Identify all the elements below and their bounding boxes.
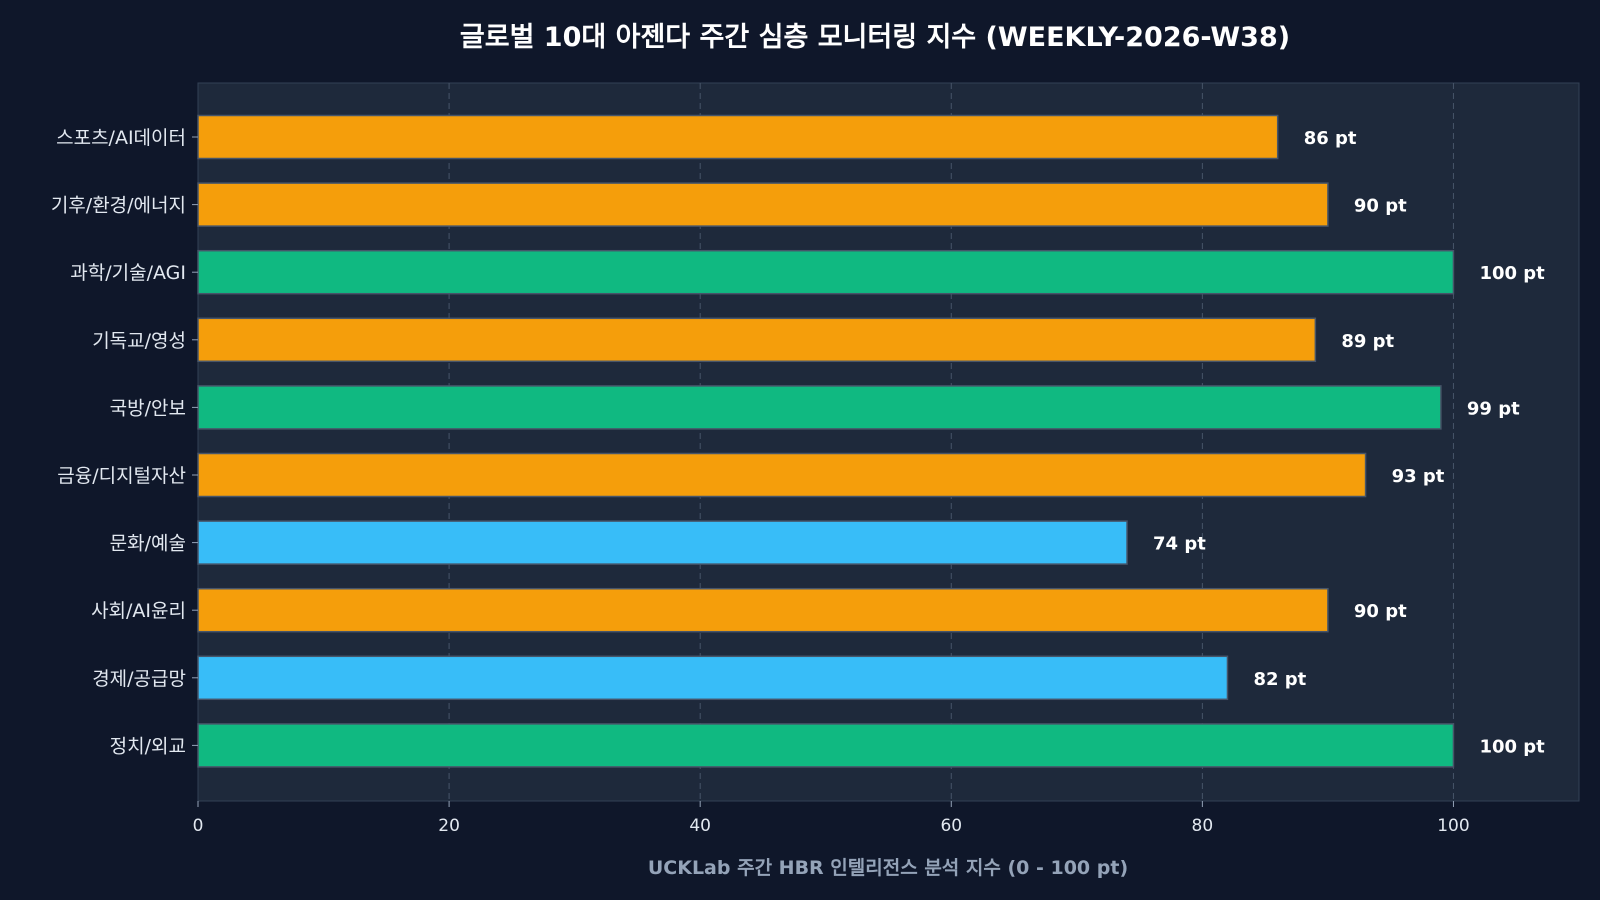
category-label: 국방/안보 — [110, 397, 186, 419]
bar — [197, 587, 1329, 633]
bar — [197, 385, 1442, 430]
category-label: 경제/공급망 — [92, 668, 186, 690]
x-tick-label: 20 — [438, 816, 460, 836]
bar — [197, 452, 1367, 498]
value-label: 90 pt — [1354, 601, 1407, 622]
bar — [197, 655, 1229, 701]
x-tick-label: 60 — [940, 816, 962, 836]
bar — [197, 317, 1317, 363]
value-labels: 86 pt 90 pt 100 pt 89 pt 99 pt 93 pt 74 pt 90 p… — [1153, 128, 1545, 757]
bar — [197, 182, 1329, 227]
x-tick-label: 80 — [1192, 816, 1214, 836]
value-label: 100 pt — [1479, 736, 1545, 757]
value-label: 89 pt — [1341, 331, 1394, 352]
value-label: 99 pt — [1467, 398, 1520, 419]
category-label: 과학/기술/AGI — [70, 262, 186, 284]
bar — [197, 723, 1455, 768]
bar — [197, 114, 1279, 160]
category-label: 정치/외교 — [110, 735, 186, 757]
x-tick-label: 40 — [689, 816, 711, 836]
category-label: 기독교/영성 — [92, 330, 186, 352]
bar — [197, 249, 1455, 295]
value-label: 100 pt — [1479, 263, 1545, 284]
bar — [197, 520, 1128, 565]
x-axis-ticks: 0 20 40 60 80 100 — [193, 801, 1470, 836]
category-label: 금융/디지털자산 — [57, 465, 186, 487]
category-label: 기후/환경/에너지 — [51, 195, 186, 217]
value-label: 82 pt — [1253, 669, 1306, 690]
x-tick-label: 100 — [1437, 816, 1469, 836]
value-label: 74 pt — [1153, 534, 1206, 555]
chart-title: 글로벌 10대 아젠다 주간 심층 모니터링 지수 (WEEKLY-2026-W… — [460, 22, 1290, 53]
x-axis-label: UCKLab 주간 HBR 인텔리전스 분석 지수 (0 - 100 pt) — [648, 857, 1128, 879]
bars — [197, 114, 1455, 768]
category-label: 사회/AI윤리 — [91, 600, 186, 622]
category-label: 스포츠/AI데이터 — [56, 127, 186, 149]
value-label: 93 pt — [1392, 466, 1445, 487]
category-label: 문화/예술 — [110, 533, 186, 555]
value-label: 90 pt — [1354, 196, 1407, 217]
value-label: 86 pt — [1304, 128, 1357, 149]
x-tick-label: 0 — [193, 816, 204, 836]
